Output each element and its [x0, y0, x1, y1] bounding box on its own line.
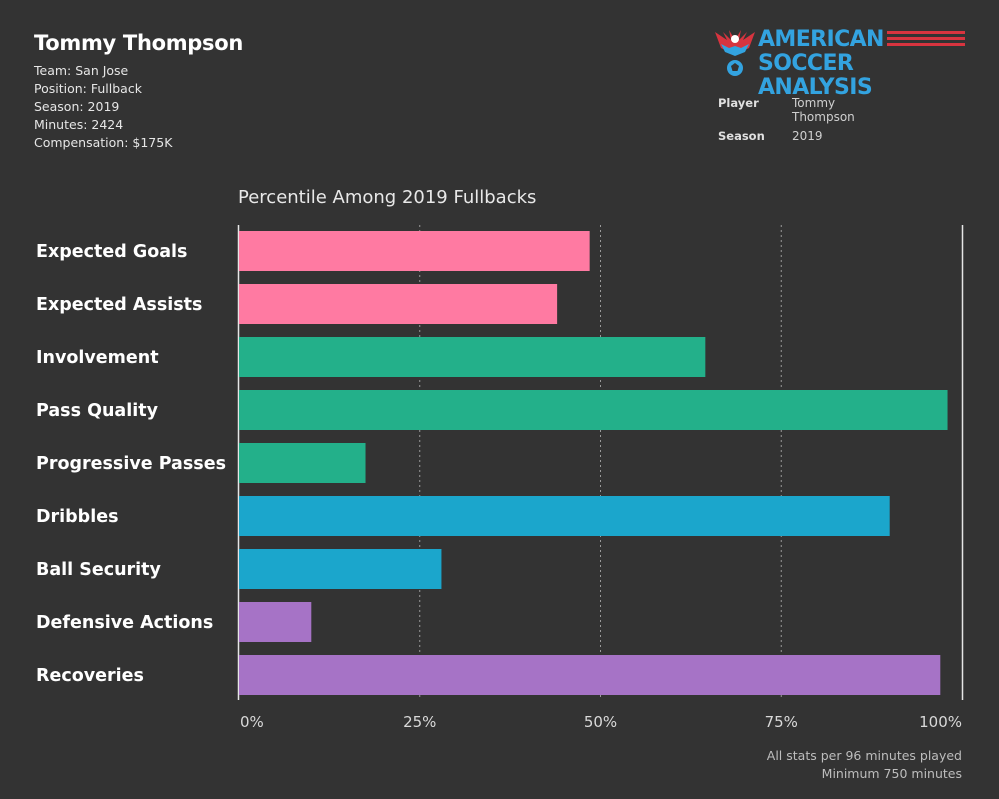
- category-label-0: Expected Goals: [36, 242, 187, 262]
- footnote: All stats per 96 minutes played Minimum …: [767, 747, 962, 783]
- player-name: Tommy Thompson: [34, 31, 244, 55]
- season-filter-label: Season: [718, 129, 765, 143]
- chart-title: Percentile Among 2019 Fullbacks: [238, 187, 537, 208]
- category-label-5: Dribbles: [36, 507, 119, 527]
- tick-label-2: 50%: [584, 713, 617, 731]
- compensation-text: Compensation: $175K: [34, 135, 173, 150]
- category-label-8: Recoveries: [36, 666, 144, 686]
- bar-1: [239, 284, 558, 324]
- logo-line2: SOCCER ANALYSIS: [758, 51, 873, 100]
- tick-label-1: 25%: [403, 713, 436, 731]
- category-label-6: Ball Security: [36, 560, 162, 580]
- category-label-4: Progressive Passes: [36, 454, 226, 474]
- logo-text: AMERICAN SOCCER ANALYSIS: [758, 28, 973, 100]
- tick-label-0: 0%: [240, 713, 264, 731]
- logo-stripes: [887, 31, 965, 49]
- bar-7: [239, 602, 312, 642]
- season-text: Season: 2019: [34, 99, 120, 114]
- footnote-line1: All stats per 96 minutes played: [766, 748, 962, 763]
- eagle-soccer-ball-icon: [715, 30, 755, 76]
- bar-4: [239, 443, 366, 483]
- asa-logo: AMERICAN SOCCER ANALYSIS: [713, 26, 973, 100]
- category-label-1: Expected Assists: [36, 295, 202, 315]
- minutes-text: Minutes: 2424: [34, 117, 124, 132]
- player-filter-label: Player: [718, 96, 759, 110]
- bar-2: [239, 337, 706, 377]
- position-text: Position: Fullback: [34, 81, 142, 96]
- bar-6: [239, 549, 442, 589]
- category-label-7: Defensive Actions: [36, 613, 213, 633]
- player-filter-value[interactable]: Tommy Thompson: [792, 96, 855, 124]
- logo-line1: AMERICAN: [758, 27, 884, 52]
- team-text: Team: San Jose: [34, 63, 129, 78]
- bar-0: [239, 231, 590, 271]
- player-meta: Team: San Jose Position: Fullback Season…: [34, 62, 172, 152]
- bar-8: [239, 655, 941, 695]
- tick-label-3: 75%: [765, 713, 798, 731]
- bar-5: [239, 496, 890, 536]
- category-label-2: Involvement: [36, 348, 159, 368]
- category-label-3: Pass Quality: [36, 401, 159, 421]
- tick-label-4: 100%: [919, 713, 962, 731]
- footnote-line2: Minimum 750 minutes: [821, 766, 962, 781]
- bar-3: [239, 390, 948, 430]
- season-filter-value[interactable]: 2019: [792, 129, 823, 143]
